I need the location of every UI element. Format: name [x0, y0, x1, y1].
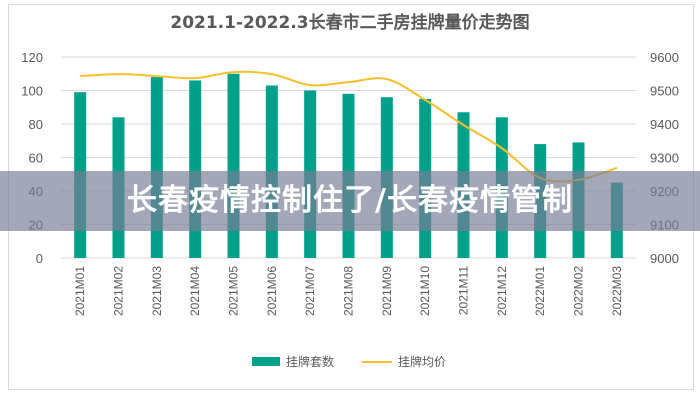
- legend-label-bar: 挂牌套数: [286, 354, 334, 369]
- x-tick-label: 2021M04: [188, 266, 202, 316]
- right-tick-label: 9000: [650, 251, 679, 266]
- x-tick-label: 2021M08: [342, 266, 356, 316]
- right-tick-label: 9400: [650, 117, 679, 132]
- bar-2021M04: [189, 80, 202, 258]
- x-tick-label: 2021M12: [495, 266, 509, 316]
- left-tick-label: 100: [21, 84, 43, 99]
- left-tick-label: 120: [21, 50, 43, 65]
- left-tick-label: 60: [29, 151, 43, 166]
- banner-overlay: [0, 171, 700, 231]
- x-tick-label: 2021M01: [73, 266, 87, 316]
- x-tick-label: 2021M02: [112, 266, 126, 316]
- x-tick-label: 2021M03: [150, 266, 164, 316]
- x-tick-label: 2021M10: [418, 266, 432, 316]
- left-tick-label: 80: [29, 117, 43, 132]
- chart-title: 2021.1-2022.3长春市二手房挂牌量价走势图: [170, 13, 530, 33]
- x-tick-label: 2021M07: [303, 266, 317, 316]
- x-tick-label: 2022M03: [610, 266, 624, 316]
- x-tick-label: 2022M02: [572, 266, 586, 316]
- x-tick-label: 2021M05: [227, 266, 241, 316]
- legend-label-line: 挂牌均价: [398, 355, 446, 369]
- right-tick-label: 9500: [650, 84, 679, 99]
- x-tick-label: 2021M06: [265, 266, 279, 316]
- banner-text: 长春疫情控制住了/长春疫情管制: [127, 183, 573, 218]
- right-tick-label: 9600: [650, 50, 679, 65]
- legend-swatch-bar: [252, 357, 280, 366]
- right-tick-label: 9300: [650, 151, 679, 166]
- x-tick-label: 2022M01: [533, 266, 547, 316]
- x-tick-label: 2021M09: [380, 266, 394, 316]
- left-tick-label: 0: [36, 251, 43, 266]
- x-tick-label: 2021M11: [457, 266, 471, 315]
